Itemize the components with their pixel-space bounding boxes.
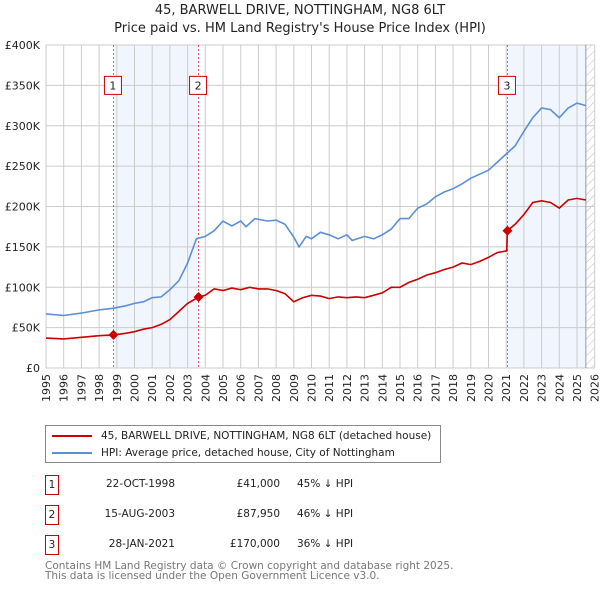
sale-label-box bbox=[189, 75, 208, 95]
x-tick-label: 2012 bbox=[341, 374, 354, 402]
sale-label-box bbox=[497, 75, 516, 95]
x-tick-label: 2000 bbox=[129, 374, 142, 402]
x-tick-label: 2009 bbox=[288, 374, 301, 402]
transaction-hpi-diff: 46% ↓ HPI bbox=[297, 508, 354, 520]
x-tick-label: 2007 bbox=[252, 374, 265, 402]
transaction-date: 15-AUG-2003 bbox=[104, 508, 175, 520]
x-tick-label: 2022 bbox=[518, 374, 531, 402]
x-tick-label: 2017 bbox=[429, 374, 442, 402]
x-tick-label: 1996 bbox=[58, 374, 71, 402]
transaction-number: 3 bbox=[45, 535, 59, 555]
chart-subtitle: Price paid vs. HM Land Registry's House … bbox=[114, 21, 486, 36]
hpi-line bbox=[45, 102, 587, 317]
x-tick-label: 2020 bbox=[483, 374, 496, 402]
transaction-date: 22-OCT-1998 bbox=[106, 478, 175, 490]
transaction-price: £170,000 bbox=[229, 538, 280, 550]
transaction-date: 28-JAN-2021 bbox=[108, 538, 175, 550]
y-tick-label: £300K bbox=[5, 120, 41, 133]
y-tick-label: £100K bbox=[5, 281, 41, 294]
transaction-number: 1 bbox=[45, 475, 59, 495]
y-tick-label: £50K bbox=[12, 322, 41, 335]
x-tick-label: 2002 bbox=[164, 374, 177, 402]
x-tick-label: 2024 bbox=[553, 374, 566, 402]
x-tick-label: 1995 bbox=[40, 374, 53, 402]
transaction-price: £41,000 bbox=[236, 478, 280, 490]
y-tick-label: £400K bbox=[5, 39, 41, 52]
sale-label: 2 bbox=[195, 79, 202, 92]
x-tick-label: 2018 bbox=[447, 374, 460, 402]
sale-point bbox=[193, 291, 204, 302]
x-tick-label: 2025 bbox=[571, 374, 584, 402]
sale-point bbox=[108, 329, 119, 340]
legend-item-property: 45, BARWELL DRIVE, NOTTINGHAM, NG8 6LT (… bbox=[46, 428, 431, 444]
y-tick-label: £0 bbox=[26, 362, 40, 375]
transaction-hpi-diff: 45% ↓ HPI bbox=[297, 478, 354, 490]
x-tick-label: 2004 bbox=[199, 374, 212, 402]
y-tick-label: £350K bbox=[5, 79, 41, 92]
legend-swatch-blue bbox=[52, 452, 92, 454]
x-tick-label: 2011 bbox=[323, 374, 336, 402]
x-tick-label: 2016 bbox=[412, 374, 425, 402]
footer-line: Contains HM Land Registry data © Crown c… bbox=[45, 560, 454, 572]
x-tick-label: 2001 bbox=[146, 374, 159, 402]
legend-swatch-red bbox=[52, 435, 92, 437]
plot-area: 1995 1996 1997 1998 1999 2000 2001 2002 2003 2004… bbox=[5, 39, 600, 402]
y-tick-label: £250K bbox=[5, 160, 41, 173]
x-tick-label: 2026 bbox=[589, 374, 600, 402]
legend-item-hpi: HPI: Average price, detached house, City… bbox=[46, 445, 395, 461]
sale-label: 3 bbox=[503, 79, 510, 92]
x-tick-label: 2021 bbox=[500, 374, 513, 402]
x-tick-label: 2015 bbox=[394, 374, 407, 402]
legend: 45, BARWELL DRIVE, NOTTINGHAM, NG8 6LT (… bbox=[45, 425, 441, 463]
x-tick-label: 2023 bbox=[536, 374, 549, 402]
x-tick-label: 1998 bbox=[93, 374, 106, 402]
x-tick-label: 2006 bbox=[235, 374, 248, 402]
x-tick-label: 1997 bbox=[75, 374, 88, 402]
y-tick-label: £150K bbox=[5, 241, 41, 254]
transaction-price: £87,950 bbox=[236, 508, 280, 520]
property-price-line bbox=[45, 197, 587, 340]
footer-line: This data is licensed under the Open Gov… bbox=[45, 570, 380, 582]
sale-label-box bbox=[103, 75, 122, 95]
x-tick-label: 2003 bbox=[182, 374, 195, 402]
y-tick-label: £200K bbox=[5, 201, 41, 214]
footer: Contains HM Land Registry data © Crown c… bbox=[45, 560, 454, 582]
x-tick-label: 2013 bbox=[359, 374, 372, 402]
sale-point bbox=[502, 225, 513, 236]
x-tick-label: 2010 bbox=[306, 374, 319, 402]
legend-label: HPI: Average price, detached house, City… bbox=[101, 447, 395, 459]
x-tick-label: 1999 bbox=[111, 374, 124, 402]
sale-label: 1 bbox=[109, 79, 116, 92]
transaction-number: 2 bbox=[45, 505, 59, 525]
x-tick-label: 2005 bbox=[217, 374, 230, 402]
x-tick-label: 2014 bbox=[376, 374, 389, 402]
legend-label: 45, BARWELL DRIVE, NOTTINGHAM, NG8 6LT (… bbox=[101, 430, 432, 442]
x-tick-label: 2008 bbox=[270, 374, 283, 402]
transaction-hpi-diff: 36% ↓ HPI bbox=[297, 538, 354, 550]
chart-title: 45, BARWELL DRIVE, NOTTINGHAM, NG8 6LT bbox=[154, 3, 446, 18]
x-tick-label: 2019 bbox=[465, 374, 478, 402]
